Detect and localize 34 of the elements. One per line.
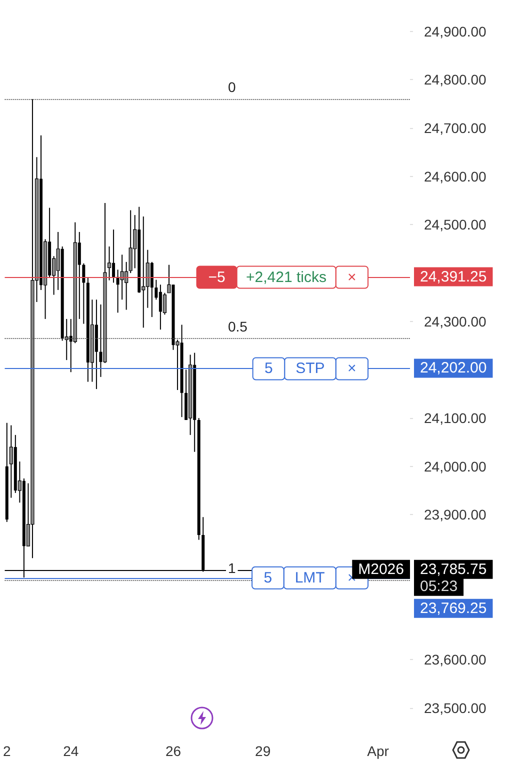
ref-line-label: 24,391.25 [420,268,487,286]
annotation: −5 [208,268,226,286]
text: 05:23 [420,578,458,595]
annotation: × [348,360,356,378]
ref-line-label: 24,202.00 [420,360,487,377]
x-tick-label: Apr [367,743,390,759]
y-tick-label: 24,800.00 [424,72,486,88]
x-tick-label: 2 [2,743,11,759]
y-tick-label: 24,900.00 [424,23,486,40]
y-tick-label: 23,600.00 [424,652,486,668]
y-tick-label: 23,900.00 [424,506,486,523]
y-tick-label: 24,700.00 [424,120,486,136]
annotation: M2026 [358,560,404,578]
ref-line-label: 23,769.25 [420,600,487,617]
y-tick-label: 23,500.00 [424,700,486,716]
ref-line-label: 23,785.75 [420,560,487,578]
y-tick-label: 24,600.00 [424,168,486,184]
annotation: 0 [228,79,236,96]
y-tick-label: 24,500.00 [424,216,486,233]
x-tick-label: 29 [255,743,271,759]
candlestick [142,216,146,328]
y-tick-label: 24,000.00 [424,458,486,474]
y-tick-label: 24,300.00 [424,313,486,330]
annotation: 5 [264,360,273,378]
annotation: 0.5 [228,318,248,334]
annotation: 1 [228,560,236,576]
y-tick-label: 24,100.00 [424,410,486,426]
annotation: +2,421 ticks [246,268,327,286]
x-tick-label: 24 [63,743,79,759]
x-tick-label: 26 [165,743,182,759]
annotation: LMT [294,569,325,586]
annotation: 5 [264,569,272,586]
annotation: STP [296,360,325,378]
annotation: × [348,268,356,286]
